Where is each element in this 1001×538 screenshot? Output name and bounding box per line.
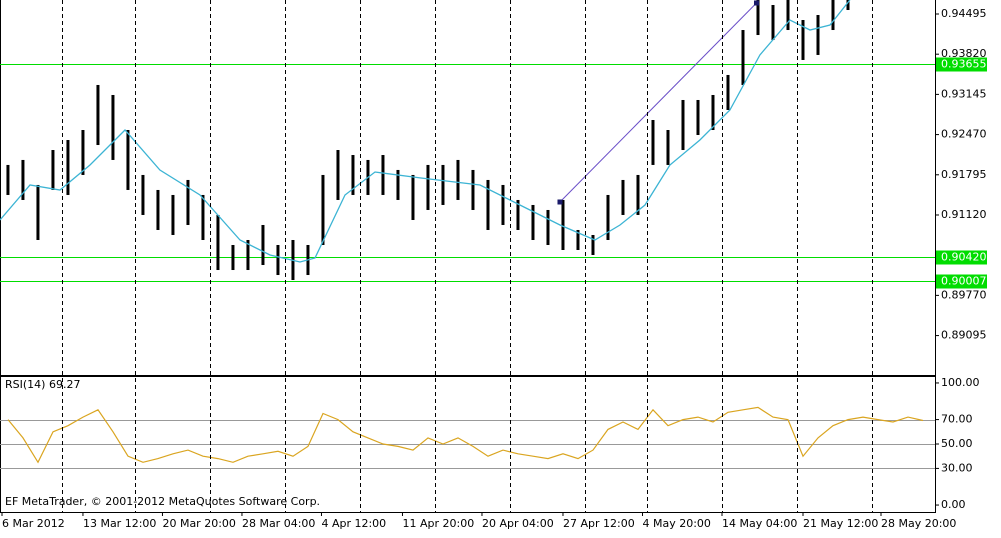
price-bar [801,20,805,60]
price-bar [471,169,475,210]
price-plot [0,0,935,282]
price-bar [606,194,610,240]
price-bar [126,130,130,190]
x-tick-label: 4 Apr 12:00 [321,517,386,530]
axes: 0.94495 0.93820 0.93145 0.92470 0.91795 0.911… [1,7,987,530]
price-bar [816,15,820,55]
price-bar [441,164,445,205]
x-tick-label: 20 Mar 20:00 [162,517,235,530]
x-tick-label: 11 Apr 20:00 [402,517,474,530]
x-tick-label: 14 May 04:00 [722,517,797,530]
x-tick-label: 28 May 20:00 [881,517,956,530]
x-tick-label: 13 Mar 12:00 [83,517,156,530]
level-label: 0.93655 [941,58,987,71]
price-bar [141,174,145,215]
price-bar [501,184,505,225]
price-bar [726,74,730,110]
price-bar [576,229,580,250]
price-bar [771,5,775,41]
level-label-box [936,250,987,265]
y-tick-label: 0.94495 [941,7,987,20]
price-bar [276,244,280,276]
trendline-anchor [557,199,563,205]
price-bar [6,164,10,195]
rsi-line [7,406,924,464]
price-bar [666,130,670,165]
main-frame [0,0,936,376]
x-tick-label: 21 May 12:00 [803,517,878,530]
price-bar [186,179,190,225]
price-bar [216,214,220,271]
y-tick-label: 0.92470 [941,128,987,141]
price-bar [756,0,760,36]
x-tick-label: 4 May 20:00 [642,517,710,530]
trendline [559,2,757,203]
trendline-anchor [753,0,759,6]
rsi-tick-label: 30.00 [941,461,973,474]
price-bar [246,239,250,271]
y-tick-label: 0.91795 [941,168,987,181]
level-label-box [936,274,987,289]
price-bar [336,150,340,200]
price-bar [621,179,625,215]
price-bar [831,0,835,31]
price-bar [486,179,490,230]
price-bar [231,244,235,271]
y-tick-label: 0.93145 [941,87,987,100]
price-bar [411,174,415,220]
copyright: EF MetaTrader, © 2001-2012 MetaQuotes So… [5,495,320,508]
level-label-box [936,57,987,72]
x-tick-label: 28 Mar 04:00 [242,517,315,530]
price-bar [516,199,520,230]
price-bar [711,94,715,131]
price-bar [36,184,40,240]
price-bar [546,209,550,245]
price-bar [591,234,595,256]
moving-average [0,0,851,263]
price-bar [156,189,160,230]
level-label: 0.90007 [941,275,987,288]
rsi-label: RSI(14) 69.27 [5,378,80,391]
price-bar [321,174,325,245]
price-bar [21,159,25,200]
x-tick-label: 27 Apr 12:00 [563,517,635,530]
y-tick-label: 0.89095 [941,329,987,342]
price-bar [561,199,565,250]
price-bar [261,224,265,266]
x-tick-label: 20 Apr 04:00 [482,517,554,530]
rsi-plot [0,406,935,469]
rsi-tick-label: 70.00 [941,413,973,426]
price-bar [456,159,460,200]
price-bar [111,94,115,160]
x-tick-label: 6 Mar 2012 [2,517,65,530]
price-bar [66,140,70,195]
price-bar [81,130,85,175]
rsi-tick-label: 100.00 [941,376,980,389]
price-bar [651,119,655,165]
price-bar [396,169,400,200]
price-bar [171,194,175,235]
y-tick-label: 0.91120 [941,208,987,221]
y-tick-label: 0.93820 [941,47,987,60]
price-bar [426,164,430,210]
price-bar [51,150,55,190]
price-bar [201,194,205,240]
price-bar [96,84,100,146]
price-bar [786,0,790,31]
y-tick-label: 0.89770 [941,288,987,301]
price-bar [636,174,640,215]
price-bar [381,155,385,195]
price-bar [351,155,355,195]
price-bar [531,204,535,240]
level-label: 0.90420 [941,251,987,264]
rsi-tick-label: 0.00 [941,498,966,511]
price-bar [681,99,685,151]
price-bar [741,30,745,85]
price-bar [846,0,850,11]
price-bar [696,99,700,136]
rsi-tick-label: 50.00 [941,437,973,450]
